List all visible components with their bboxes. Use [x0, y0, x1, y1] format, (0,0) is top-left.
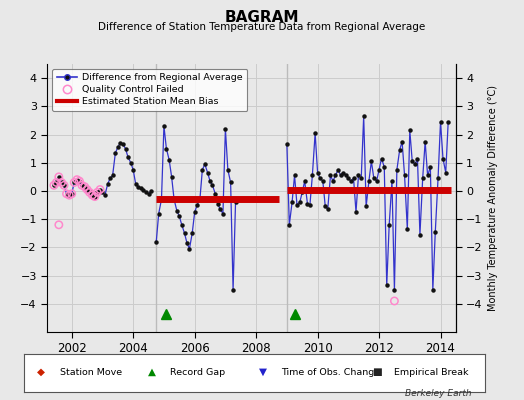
Text: Difference of Station Temperature Data from Regional Average: Difference of Station Temperature Data f… — [99, 22, 425, 32]
Point — [88, 192, 96, 198]
Point — [73, 176, 81, 183]
Text: BAGRAM: BAGRAM — [225, 10, 299, 25]
Point — [54, 174, 63, 180]
Point — [50, 182, 58, 188]
Point — [78, 182, 86, 188]
Point — [70, 179, 79, 186]
Text: Record Gap: Record Gap — [170, 368, 225, 377]
Point — [390, 298, 399, 304]
Point — [52, 179, 61, 186]
Y-axis label: Monthly Temperature Anomaly Difference (°C): Monthly Temperature Anomaly Difference (… — [488, 85, 498, 311]
Text: ▼: ▼ — [259, 367, 267, 377]
Point — [75, 178, 84, 184]
Legend: Difference from Regional Average, Quality Control Failed, Estimated Station Mean: Difference from Regional Average, Qualit… — [52, 69, 247, 111]
Text: ◆: ◆ — [37, 367, 46, 377]
Point — [93, 189, 102, 196]
Text: Station Move: Station Move — [60, 368, 122, 377]
Point — [96, 186, 104, 193]
Point — [60, 182, 68, 188]
Point — [68, 190, 76, 197]
Point — [83, 186, 91, 193]
Point — [91, 193, 99, 200]
Point — [62, 190, 71, 197]
Text: ■: ■ — [372, 367, 381, 377]
Point — [85, 189, 94, 196]
Point — [54, 222, 63, 228]
Text: Empirical Break: Empirical Break — [394, 368, 468, 377]
Text: ▲: ▲ — [148, 367, 156, 377]
Point — [58, 179, 66, 186]
Point — [81, 184, 89, 190]
Text: Berkeley Earth: Berkeley Earth — [405, 389, 472, 398]
Point — [65, 192, 73, 198]
Text: Time of Obs. Change: Time of Obs. Change — [281, 368, 380, 377]
